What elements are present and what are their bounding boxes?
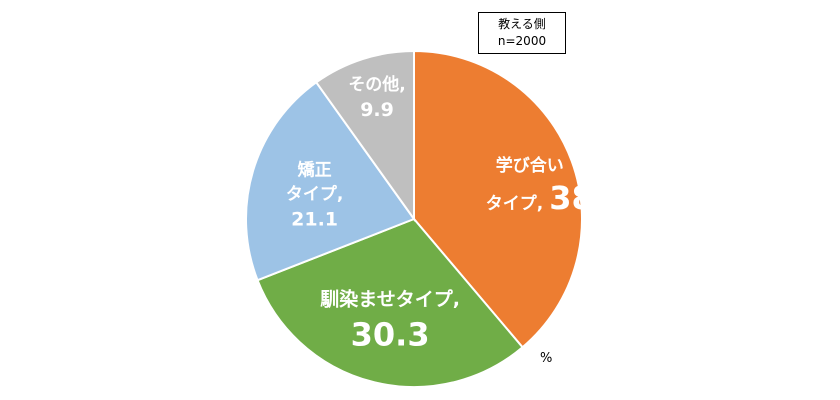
sample-info-box: 教える側 n=2000 <box>478 12 566 54</box>
unit-label: % <box>540 351 552 366</box>
slice-label-1: 学び合いタイプ, 38.9 <box>486 155 628 217</box>
slice-label-3: 矯正タイプ, 21.1 <box>286 159 343 230</box>
slice-label-2: 馴染ませタイプ, 30.3 <box>320 287 460 353</box>
pie-slice-4 <box>314 49 415 223</box>
pie-slice-3 <box>245 80 416 282</box>
slice-label-4: その他, 9.9 <box>348 74 405 121</box>
pie-slice-2 <box>256 217 524 388</box>
sample-size-label: n=2000 <box>497 34 547 48</box>
respondent-group-label: 教える側 <box>498 17 546 31</box>
pie-slice-1 <box>413 49 583 349</box>
